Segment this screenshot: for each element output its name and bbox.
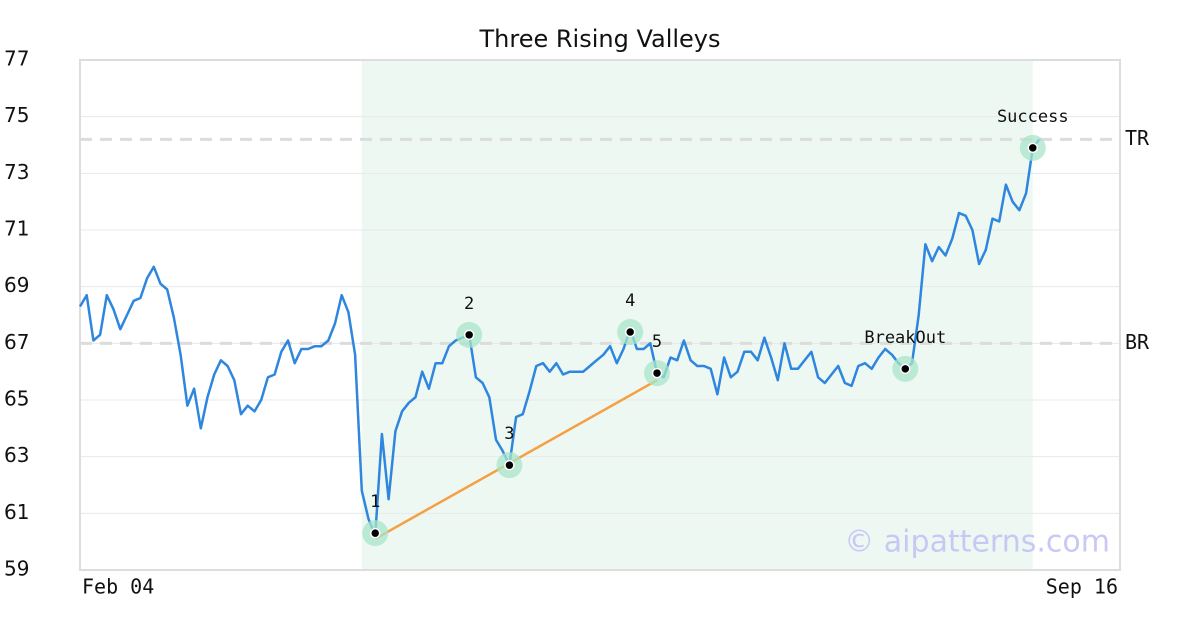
y-tick-label: 61 xyxy=(4,500,29,524)
point-dot xyxy=(900,363,911,375)
x-tick-label: Sep 16 xyxy=(1046,575,1118,599)
plot-frame xyxy=(79,59,1121,571)
y-tick-label: 75 xyxy=(4,103,29,127)
point-dot xyxy=(624,326,636,338)
price-line xyxy=(78,138,1041,538)
point-label: Success xyxy=(997,107,1069,127)
point-dot xyxy=(463,329,475,341)
point-label: 5 xyxy=(652,332,662,352)
y-tick-label: 67 xyxy=(4,330,29,354)
point-label: BreakOut xyxy=(864,328,946,348)
point-dot xyxy=(369,527,381,539)
point-label: 3 xyxy=(504,424,514,444)
y-tick-label: 69 xyxy=(4,273,29,297)
chart-title: Three Rising Valleys xyxy=(478,25,720,53)
point-dot xyxy=(651,367,663,379)
y-tick-label: 71 xyxy=(4,217,29,241)
level-label: TR xyxy=(1125,126,1150,150)
point-label: 2 xyxy=(464,294,474,314)
pattern-region xyxy=(361,60,1033,570)
point-dot xyxy=(1027,142,1039,154)
y-tick-label: 63 xyxy=(4,443,29,467)
watermark: © aipatterns.com xyxy=(844,525,1110,560)
point-dot xyxy=(504,459,515,471)
y-tick-label: 59 xyxy=(4,557,29,581)
point-label: 4 xyxy=(625,291,635,311)
level-label: BR xyxy=(1125,330,1150,354)
x-tick-label: Feb 04 xyxy=(82,575,154,599)
y-tick-label: 65 xyxy=(4,387,29,411)
y-tick-label: 77 xyxy=(4,47,29,71)
point-label: 1 xyxy=(370,492,380,512)
y-tick-label: 73 xyxy=(4,160,29,184)
